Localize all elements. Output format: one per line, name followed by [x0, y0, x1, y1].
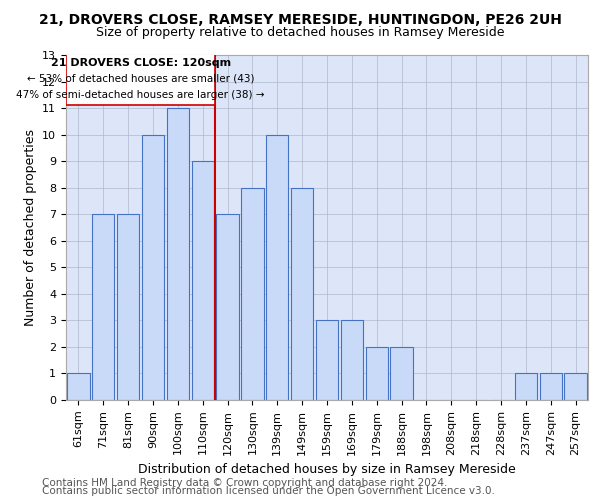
Y-axis label: Number of detached properties: Number of detached properties	[23, 129, 37, 326]
X-axis label: Distribution of detached houses by size in Ramsey Mereside: Distribution of detached houses by size …	[138, 463, 516, 476]
Bar	[341, 320, 363, 400]
Bar	[117, 214, 139, 400]
Bar	[565, 374, 587, 400]
Bar	[391, 347, 413, 400]
Bar	[167, 108, 189, 400]
Text: Contains public sector information licensed under the Open Government Licence v3: Contains public sector information licen…	[42, 486, 495, 496]
Bar	[266, 134, 289, 400]
Text: 47% of semi-detached houses are larger (38) →: 47% of semi-detached houses are larger (…	[16, 90, 265, 100]
Text: ← 53% of detached houses are smaller (43): ← 53% of detached houses are smaller (43…	[27, 74, 254, 84]
Bar	[291, 188, 313, 400]
Bar	[67, 374, 89, 400]
Bar	[92, 214, 115, 400]
Bar	[539, 374, 562, 400]
Bar	[191, 161, 214, 400]
Text: 21 DROVERS CLOSE: 120sqm: 21 DROVERS CLOSE: 120sqm	[50, 58, 230, 68]
Text: Size of property relative to detached houses in Ramsey Mereside: Size of property relative to detached ho…	[96, 26, 504, 39]
Text: Contains HM Land Registry data © Crown copyright and database right 2024.: Contains HM Land Registry data © Crown c…	[42, 478, 448, 488]
Bar	[217, 214, 239, 400]
Text: 21, DROVERS CLOSE, RAMSEY MERESIDE, HUNTINGDON, PE26 2UH: 21, DROVERS CLOSE, RAMSEY MERESIDE, HUNT…	[38, 12, 562, 26]
Bar	[316, 320, 338, 400]
Bar	[365, 347, 388, 400]
FancyBboxPatch shape	[66, 51, 215, 106]
Bar	[241, 188, 263, 400]
Bar	[142, 134, 164, 400]
Bar	[515, 374, 537, 400]
